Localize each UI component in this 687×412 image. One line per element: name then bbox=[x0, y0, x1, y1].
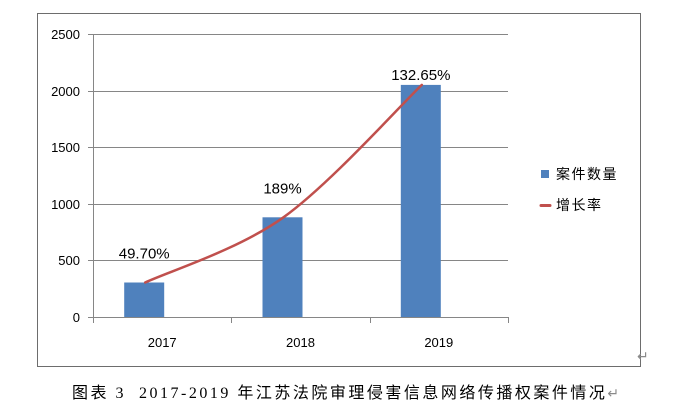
figure-caption: 图表 3 2017-2019 年江苏法院审理侵害信息网络传播权案件情况↵ bbox=[72, 384, 619, 404]
x-tick-label: 2018 bbox=[286, 335, 315, 350]
data-labels: 49.70% 189% 132.65% bbox=[119, 67, 451, 263]
legend-label-case-count: 案件数量 bbox=[556, 166, 618, 183]
y-axis: 0 500 1000 1500 2000 2500 bbox=[51, 27, 94, 325]
y-tick-label: 0 bbox=[73, 310, 80, 325]
legend-label-growth-rate: 增长率 bbox=[556, 197, 603, 214]
caption-text: 图表 3 2017-2019 年江苏法院审理侵害信息网络传播权案件情况 bbox=[72, 385, 608, 402]
data-label-2017: 49.70% bbox=[119, 246, 170, 263]
y-tick-label: 2500 bbox=[51, 27, 80, 42]
caption-paragraph-mark: ↵ bbox=[607, 386, 620, 402]
x-tick-label: 2017 bbox=[148, 335, 177, 350]
bar-2019 bbox=[400, 84, 441, 318]
line-series-growth-rate bbox=[143, 83, 424, 284]
legend: 案件数量 增长率 bbox=[539, 166, 618, 214]
bar-2018 bbox=[262, 217, 303, 317]
growth-rate-line bbox=[143, 83, 424, 284]
data-label-2018: 189% bbox=[263, 180, 301, 197]
x-tick-label: 2019 bbox=[424, 335, 453, 350]
bar-series-case-count bbox=[124, 84, 441, 318]
legend-swatch-bar bbox=[541, 170, 549, 178]
paragraph-mark: ↵ bbox=[637, 349, 649, 365]
y-tick-label: 1500 bbox=[51, 140, 80, 155]
x-axis: 2017 2018 2019 bbox=[93, 317, 509, 350]
data-label-2019: 132.65% bbox=[391, 67, 450, 84]
y-tick-label: 500 bbox=[58, 253, 80, 268]
y-tick-label: 1000 bbox=[51, 197, 80, 212]
bar-2017 bbox=[124, 282, 165, 317]
y-tick-label: 2000 bbox=[51, 84, 80, 99]
